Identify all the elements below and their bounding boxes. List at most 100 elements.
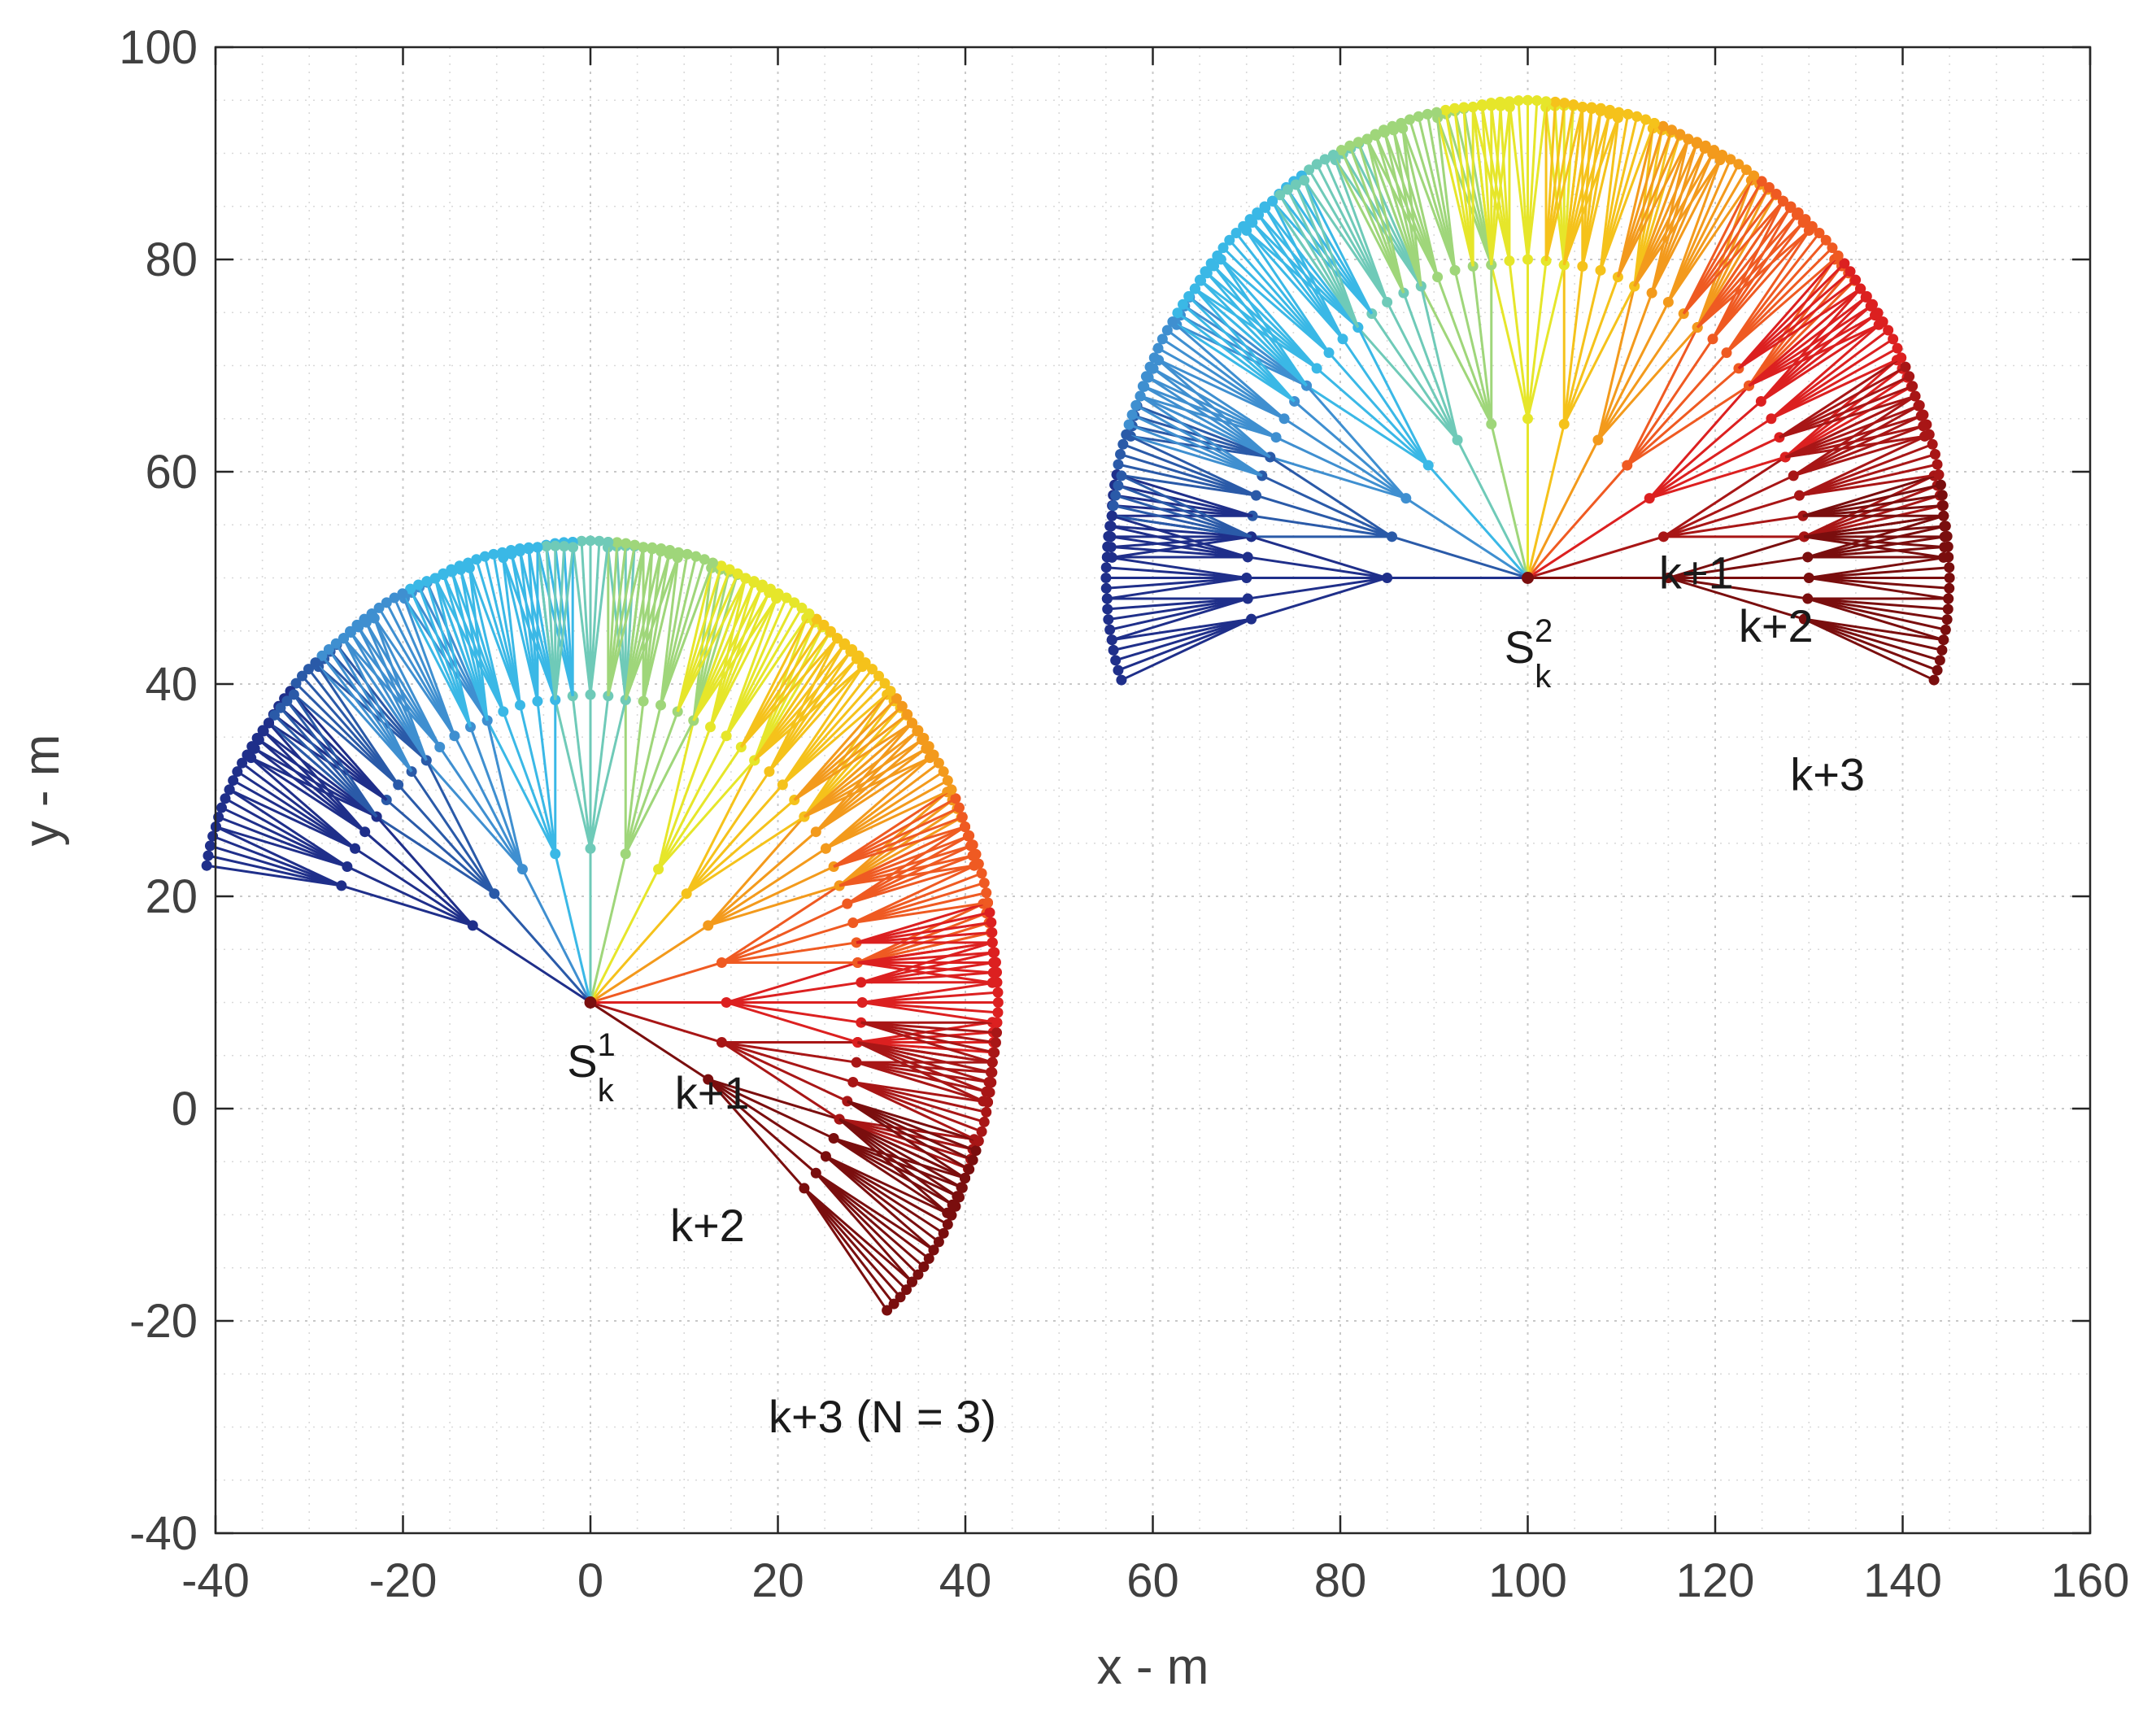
tree-1-branch-level-3: [314, 661, 413, 773]
tree-1-node-level-3: [585, 535, 596, 547]
tree-2-node-level-3: [1116, 674, 1127, 686]
tree-1-node-level-3: [290, 678, 302, 689]
tree-2-branch-level-3: [1804, 617, 1944, 642]
tree-2-branch-level-3: [1667, 175, 1755, 303]
tree-2-node-level-3: [1927, 438, 1938, 450]
tree-1-node-level-3: [455, 564, 467, 575]
tree-1-branch-level-3: [739, 618, 818, 748]
tree-2-branch-level-3: [1113, 504, 1252, 538]
tree-1-branch-level-3: [314, 661, 399, 786]
tree-1-branch-level-3: [229, 788, 348, 868]
tree-1-node-level-3: [413, 579, 425, 590]
tree-2-branch-level-3: [1121, 474, 1252, 538]
tree-2-node-level-3: [1932, 459, 1943, 470]
tree-2-branch-level-3: [1117, 463, 1257, 497]
tree-2-node-level-3: [1640, 114, 1652, 125]
tree-1-branch-level-3: [803, 721, 913, 818]
tree-1-branch-level-3: [241, 761, 356, 850]
tree-2-branch-level-3: [1802, 494, 1943, 517]
tree-1-branch-level-3: [852, 862, 979, 924]
tree-1-branch-level-3: [856, 930, 992, 944]
tree-1-branch-level-3: [815, 1172, 913, 1283]
tree-2-branch-level-3: [1121, 617, 1252, 682]
tree-2-node-level-3: [1110, 490, 1122, 501]
tree-2-branch-level-3: [1294, 184, 1360, 329]
tree-1-node-level-3: [682, 548, 693, 560]
tree-1-branch-level-3: [215, 826, 342, 887]
tree-2-branch-level-3: [1332, 155, 1389, 303]
tree-2-branch-level-3: [1126, 433, 1257, 497]
tree-2-branch-level-2: [1357, 326, 1459, 441]
tree-2-branch-level-3: [1248, 218, 1344, 340]
tree-2-branch-level-3: [1426, 114, 1457, 271]
tree-1-branch-level-3: [825, 1155, 944, 1235]
tree-1-node-level-3: [956, 1182, 967, 1193]
tree-2-branch-level-3: [1462, 108, 1493, 265]
tree-1-branch-level-2: [721, 902, 848, 964]
tree-1-branch-level-3: [357, 626, 428, 761]
x-tick-label: 80: [1314, 1554, 1367, 1607]
tree-2-branch-level-2: [1596, 285, 1636, 441]
tree-2-node-level-3: [1941, 614, 1953, 625]
tree-2-branch-level-3: [1242, 225, 1344, 340]
tree-2-branch-level-3: [1171, 320, 1286, 420]
tree-1-branch-level-3: [451, 571, 489, 721]
tree-2-branch-level-2: [1283, 417, 1407, 499]
tree-1-branch-level-3: [261, 729, 366, 833]
tree-1-branch-level-2: [707, 830, 817, 927]
tree-2-branch-level-3: [1374, 135, 1422, 287]
tree-2-branch-level-3: [1263, 206, 1344, 340]
tree-1-branch-level-3: [852, 891, 987, 925]
tree-1-branch-level-3: [676, 562, 714, 713]
tree-2-branch-level-1: [1527, 424, 1566, 578]
tree-2-node-level-3: [1113, 459, 1124, 470]
tree-2-branch-level-3: [1666, 155, 1723, 303]
tree-1-branch-level-2: [425, 760, 496, 895]
tree-2-node-level-3: [1126, 409, 1138, 421]
tree-2-node-level-3: [1161, 325, 1173, 336]
tree-2-branch-level-3: [1770, 320, 1884, 420]
tree-2-node-level-3: [1201, 268, 1213, 279]
tree-2-branch-level-3: [1216, 255, 1318, 369]
tree-1-branch-level-3: [838, 826, 966, 887]
tree-1-branch-level-3: [307, 668, 399, 786]
tree-1-node-level-3: [389, 592, 400, 604]
tree-2-branch-level-2: [1270, 455, 1407, 500]
tree-1-branch-level-3: [815, 1172, 930, 1260]
tree-2-branch-level-3: [1682, 181, 1763, 315]
tree-1-branch-level-3: [385, 602, 456, 737]
tree-2-branch-level-3: [1112, 617, 1252, 642]
tree-1-node-level-3: [960, 1173, 971, 1184]
tree-2-branch-level-3: [1112, 514, 1252, 538]
tree-2-branch-level-3: [1737, 255, 1840, 369]
tree-2-branch-level-2: [1649, 400, 1762, 499]
tree-1-node-level-3: [488, 548, 499, 560]
tree-1-branch-level-3: [660, 562, 714, 706]
tree-1-branch-level-3: [833, 826, 965, 868]
tree-2-node-level-3: [1476, 100, 1487, 111]
tree-1-branch-level-3: [782, 668, 873, 786]
tree-1-node-level-3: [989, 1047, 1000, 1058]
tree-2-branch-level-2: [1251, 577, 1388, 621]
tree-2-node-level-3: [1513, 95, 1524, 107]
tree-1-branch-level-3: [833, 1137, 952, 1217]
tree-1-branch-level-3: [401, 593, 472, 728]
tree-1-branch-level-3: [847, 1100, 979, 1143]
tree-1-branch-level-3: [624, 547, 645, 700]
tree-2-branch-level-3: [1220, 259, 1308, 387]
tree-1-node-level-3: [895, 1292, 906, 1303]
tree-1-branch-level-3: [847, 1100, 973, 1161]
tree-1-node-level-3: [716, 560, 727, 572]
tree-1-branch-level-3: [246, 753, 366, 833]
tree-1-node-level-3: [471, 554, 482, 565]
tree-2-branch-level-2: [1305, 384, 1430, 467]
tree-1-node-level-3: [629, 539, 640, 551]
tree-2-branch-level-3: [1115, 494, 1252, 538]
tree-2-branch-level-3: [1435, 112, 1457, 271]
tree-1-node-level-3: [203, 850, 214, 861]
tree-1-branch-level-2: [657, 759, 756, 870]
tree-1-node-level-3: [514, 543, 525, 555]
tree-1-node-level-3: [594, 535, 605, 547]
tree-2-node-level-3: [1156, 333, 1168, 345]
tree-1-branch-level-3: [803, 1187, 895, 1305]
